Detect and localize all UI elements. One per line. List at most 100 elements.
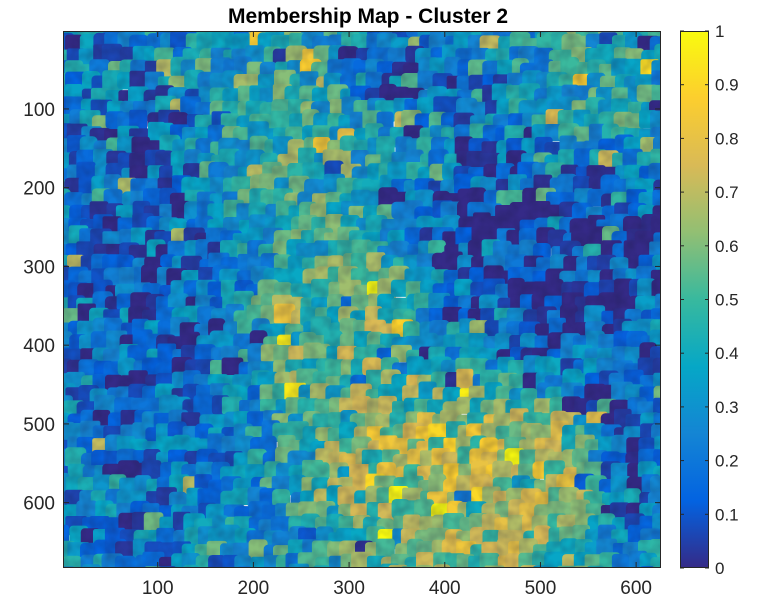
heatmap-cell xyxy=(651,566,661,568)
heatmap-cell xyxy=(650,215,661,234)
y-tick-label: 600 xyxy=(23,494,55,515)
y-tick-label: 100 xyxy=(23,100,55,121)
heatmap-cell xyxy=(650,475,661,494)
heatmap-cell xyxy=(648,162,661,184)
heatmap-cell xyxy=(311,278,332,301)
heatmap-cell xyxy=(248,539,268,561)
heatmap-cell xyxy=(376,136,395,158)
heatmap-cell xyxy=(624,58,645,79)
heatmap-cell xyxy=(121,571,141,588)
heatmap-cell xyxy=(611,58,629,79)
heatmap-cell xyxy=(557,173,578,195)
heatmap-cell xyxy=(63,566,75,568)
colorbar-tick-label: 0 xyxy=(715,559,724,578)
y-tick-label: 200 xyxy=(23,179,55,200)
heatmap-cell xyxy=(586,565,605,568)
heatmap-cell xyxy=(206,570,228,588)
heatmap-cell xyxy=(418,381,437,404)
y-tick-label: 400 xyxy=(23,336,55,357)
colorbar-tick-label: 0.9 xyxy=(715,76,739,95)
heatmap-cell xyxy=(304,567,318,568)
heatmap-cell xyxy=(366,252,386,273)
plot-frame xyxy=(63,31,661,568)
colorbar-tick-label: 0.1 xyxy=(715,505,739,524)
heatmap-cell xyxy=(157,343,177,366)
heatmap-cell xyxy=(64,447,87,468)
heatmap-cell xyxy=(196,570,215,587)
heatmap-cell xyxy=(494,567,512,568)
heatmap-cell xyxy=(653,397,661,416)
heatmap-cell xyxy=(401,566,423,568)
y-tick-label: 500 xyxy=(23,415,55,436)
heatmap-cell xyxy=(170,31,188,52)
colorbar-tick-label: 0.2 xyxy=(715,452,739,471)
heatmap-cell xyxy=(654,293,661,312)
colorbar-tick-label: 1 xyxy=(715,22,724,41)
heatmap-cell xyxy=(289,563,309,568)
heatmap-cell xyxy=(155,150,175,168)
y-tick-label: 300 xyxy=(23,257,55,278)
heatmap-cell xyxy=(221,357,244,376)
heatmap-cell xyxy=(194,474,213,493)
heatmap-cell xyxy=(156,436,177,454)
heatmap-cell xyxy=(114,555,136,568)
heatmap-cell xyxy=(443,513,465,532)
heatmap-cell xyxy=(338,421,358,442)
heatmap-cell xyxy=(611,553,630,568)
x-tick-label: 300 xyxy=(333,578,365,599)
y-axis-ticks: 100 200 300 400 500 600 xyxy=(23,100,661,515)
heatmap-cell xyxy=(401,73,423,91)
heatmap-cell xyxy=(66,569,84,588)
x-tick-label: 600 xyxy=(620,578,652,599)
x-tick-label: 400 xyxy=(429,578,461,599)
heatmap-cell xyxy=(352,396,372,416)
heatmap-cell xyxy=(390,279,410,297)
heatmap-cell xyxy=(650,110,661,131)
heatmap-cell xyxy=(587,188,606,207)
x-tick-label: 500 xyxy=(525,578,557,599)
heatmap-cell xyxy=(584,554,602,568)
heatmap-cell xyxy=(259,435,277,453)
heatmap-cell xyxy=(494,333,512,353)
heatmap-cell xyxy=(492,460,513,482)
heatmap-cell xyxy=(221,396,242,415)
heatmap-cell xyxy=(598,568,620,588)
heatmap-cell xyxy=(637,278,656,300)
heatmap-cell xyxy=(456,368,474,390)
heatmap-cell xyxy=(473,569,490,588)
heatmap-cell xyxy=(211,31,230,53)
heatmap-cell xyxy=(63,524,69,546)
x-tick-label: 100 xyxy=(142,578,174,599)
heatmap-cell xyxy=(221,435,239,456)
heatmap-cell xyxy=(231,487,253,505)
colorbar-gradient xyxy=(680,31,709,568)
x-axis-ticks: 100 200 300 400 500 600 xyxy=(142,31,652,599)
heatmap-cell xyxy=(454,278,473,298)
cell-texture-overlay xyxy=(63,31,661,568)
heatmap-cell xyxy=(208,555,227,568)
heatmap-cell xyxy=(182,564,200,568)
heatmap-cell xyxy=(194,344,216,364)
heatmap-cell xyxy=(532,201,551,222)
heatmap-cell xyxy=(609,502,630,520)
heatmap-cell xyxy=(272,570,292,589)
colorbar-ticks: 0 0.1 0.2 0.3 0.4 0.5 0.6 0.7 0.8 0.9 1 xyxy=(680,22,739,578)
heatmap-cell xyxy=(181,553,201,568)
heatmap-cell xyxy=(273,303,296,325)
heatmap-cell xyxy=(337,486,357,506)
heatmap-cell xyxy=(64,555,83,568)
colorbar-tick-label: 0.3 xyxy=(715,398,739,417)
heatmap-cell xyxy=(444,56,462,78)
heatmap-cell xyxy=(574,565,592,568)
colorbar: 0 0.1 0.2 0.3 0.4 0.5 0.6 0.7 0.8 0.9 1 xyxy=(680,22,739,578)
heatmap-cell xyxy=(312,565,331,568)
heatmap-cell xyxy=(652,513,661,532)
heatmap-cell xyxy=(272,489,291,508)
heatmap-cell xyxy=(118,267,139,285)
heatmap-cell xyxy=(402,321,421,340)
chart-title: Membership Map - Cluster 2 xyxy=(228,5,508,28)
heatmap-cell xyxy=(362,569,383,587)
heatmap-cell xyxy=(507,514,525,533)
heatmap-cell xyxy=(310,462,330,481)
